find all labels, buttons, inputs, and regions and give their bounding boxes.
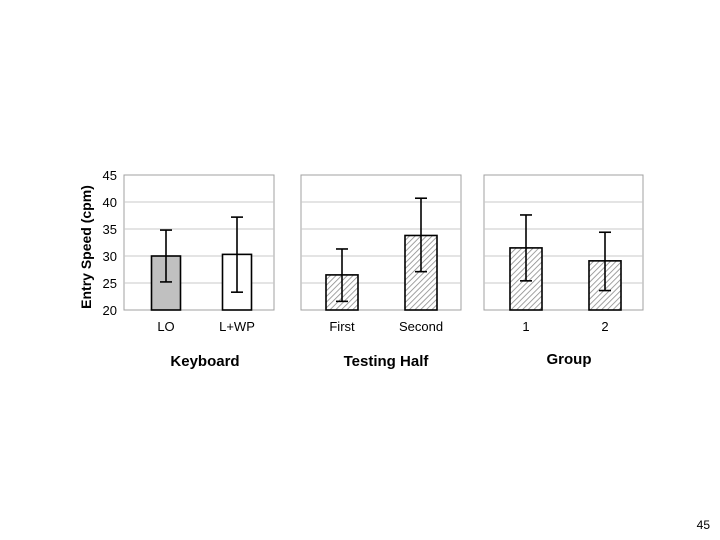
panel-testing-half: First Second Testing Half — [300, 174, 462, 370]
panel-keyboard: LO L+WP Keyboard — [123, 174, 275, 370]
panel-group: 1 2 Group — [483, 174, 644, 368]
y-axis-label: Entry Speed (cpm) — [78, 185, 94, 309]
x-axis-label-testing-half: Testing Half — [344, 353, 430, 370]
y-tick-label: 40 — [103, 195, 117, 210]
x-axis-label-group: Group — [547, 351, 592, 368]
y-tick-label: 45 — [103, 168, 117, 183]
y-tick-label: 25 — [103, 276, 117, 291]
error-bar — [160, 229, 172, 283]
y-tick-label: 20 — [103, 303, 117, 318]
y-tick-label: 30 — [103, 249, 117, 264]
category-label: LO — [157, 319, 174, 334]
category-label: Second — [399, 319, 443, 334]
error-bar — [336, 248, 348, 303]
y-axis-ticks: 20 25 30 35 40 45 — [103, 168, 117, 318]
category-label: 2 — [601, 319, 608, 334]
category-label: First — [329, 319, 355, 334]
error-bar — [599, 231, 611, 292]
error-bar — [520, 214, 532, 282]
error-bar — [415, 197, 427, 273]
category-label: 1 — [522, 319, 529, 334]
error-bar — [231, 216, 243, 293]
x-axis-label-keyboard: Keyboard — [170, 353, 239, 370]
category-label: L+WP — [219, 319, 255, 334]
y-tick-label: 35 — [103, 222, 117, 237]
page-number: 45 — [696, 518, 710, 532]
